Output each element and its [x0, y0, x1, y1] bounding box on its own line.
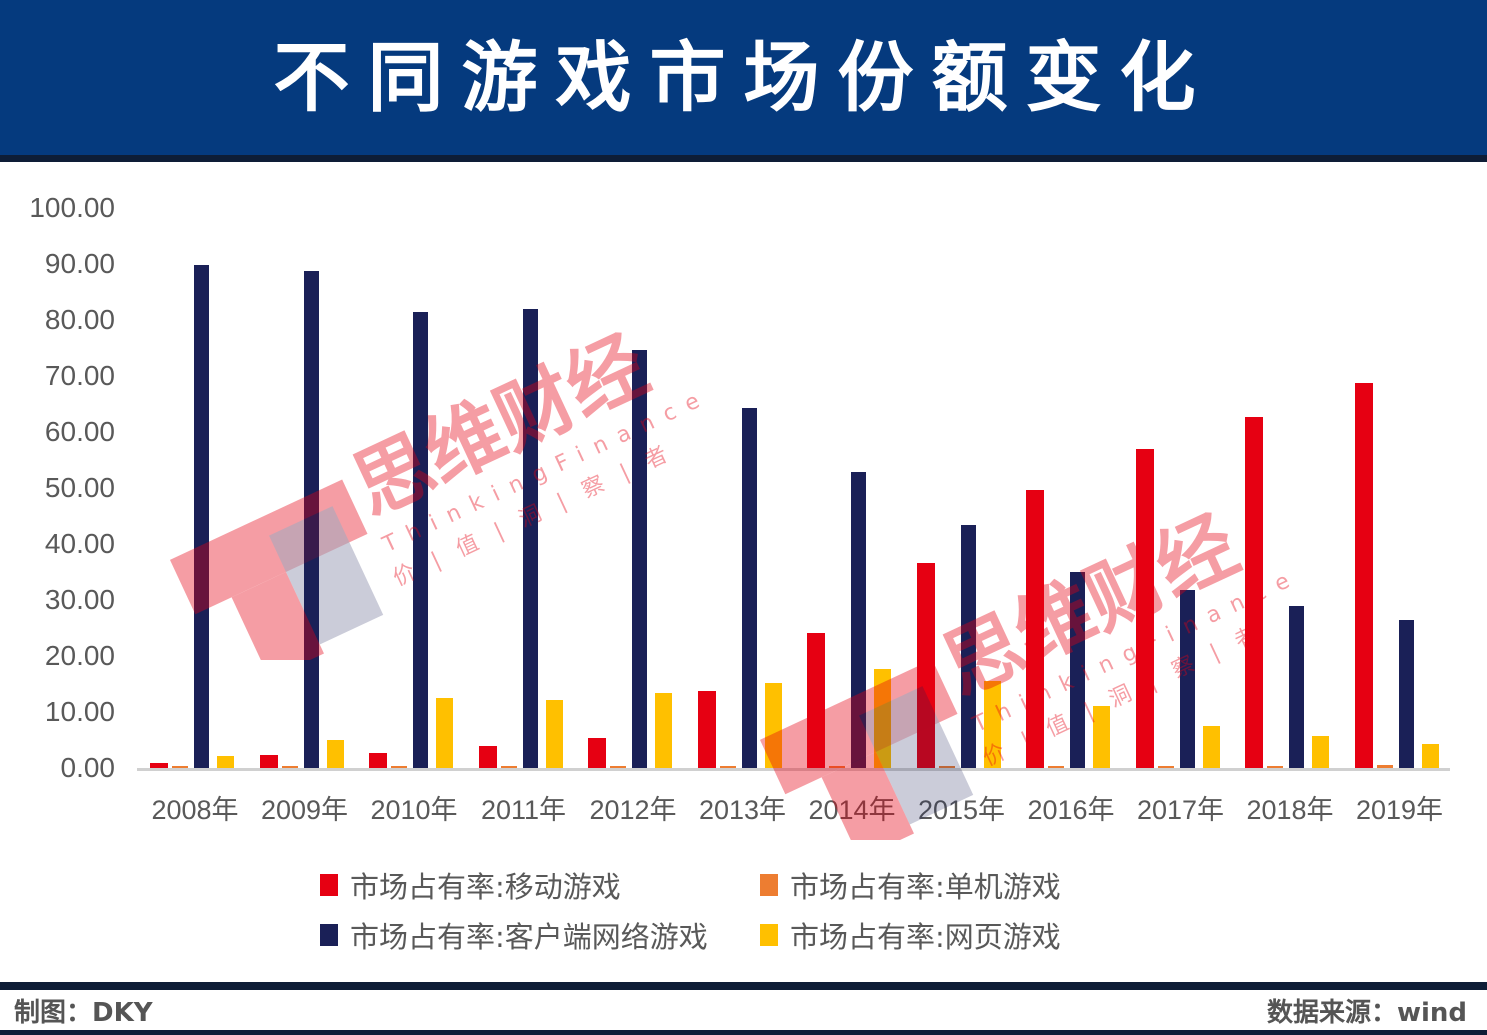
legend-swatch-icon — [320, 874, 338, 896]
footer-bottom-bar — [0, 1030, 1487, 1035]
legend-swatch-icon — [320, 924, 338, 946]
bar — [1070, 572, 1085, 768]
bar — [610, 766, 626, 768]
bar — [632, 350, 647, 768]
legend-label: 市场占有率:网页游戏 — [790, 920, 1061, 954]
bar — [478, 746, 497, 768]
bar — [983, 681, 1001, 768]
bar — [655, 692, 672, 768]
legend-label: 市场占有率:移动游戏 — [350, 870, 621, 904]
bar — [1026, 490, 1044, 768]
bar — [1202, 726, 1220, 768]
bar — [326, 740, 344, 768]
bar — [1157, 766, 1174, 768]
bar — [741, 407, 757, 768]
x-tick-label: 2011年 — [480, 795, 567, 825]
footer-divider — [0, 982, 1487, 990]
bar — [1289, 606, 1304, 768]
plot-area — [0, 162, 1487, 982]
bar — [1048, 766, 1064, 768]
bar — [1398, 620, 1414, 768]
bar — [413, 312, 428, 768]
x-tick-label: 2015年 — [917, 795, 1006, 825]
bar — [938, 766, 955, 768]
y-tick-label: 80.00 — [44, 304, 115, 335]
y-tick-label: 70.00 — [44, 360, 115, 391]
x-tick-label: 2018年 — [1246, 795, 1334, 825]
bar — [1179, 589, 1195, 768]
bar — [1093, 705, 1110, 768]
y-tick-label: 50.00 — [44, 472, 115, 503]
bar — [851, 471, 866, 768]
bar — [500, 766, 517, 768]
bar — [1421, 743, 1439, 768]
x-axis-line — [137, 768, 1450, 771]
bar — [829, 766, 845, 768]
legend-item-mobile: 市场占有率:移动游戏 — [320, 864, 621, 906]
bar — [436, 698, 453, 768]
legend-swatch-icon — [760, 874, 778, 896]
bar — [369, 752, 387, 768]
bar — [391, 766, 407, 768]
legend-item-single: 市场占有率:单机游戏 — [760, 864, 1061, 906]
x-tick-label: 2008年 — [151, 795, 239, 825]
x-tick-label: 2013年 — [698, 795, 787, 825]
bar — [764, 682, 782, 768]
bar — [545, 700, 563, 768]
legend-item-client: 市场占有率:客户端网络游戏 — [320, 914, 708, 956]
bar-chart: 0.00 10.00 20.00 30.00 40.00 50.00 60.00 70.00 8… — [0, 162, 1487, 982]
bar — [194, 265, 209, 768]
x-tick-label: 2009年 — [260, 795, 349, 825]
data-source: 数据来源：wind — [1266, 998, 1467, 1028]
bar — [1135, 448, 1154, 768]
author-credit: 制图：DKY — [14, 998, 153, 1028]
legend-swatch-icon — [760, 924, 778, 946]
bar — [1312, 736, 1329, 768]
bar — [588, 737, 606, 768]
bar — [1267, 766, 1283, 768]
x-tick-label: 2016年 — [1027, 795, 1115, 825]
header-divider — [0, 155, 1487, 162]
x-tick-label: 2014年 — [808, 795, 896, 825]
y-tick-label: 40.00 — [44, 528, 115, 559]
bar — [303, 270, 319, 768]
x-tick-label: 2012年 — [589, 795, 677, 825]
y-tick-label: 20.00 — [44, 640, 115, 671]
bar — [281, 766, 298, 768]
chart-title: 不同游戏市场份额变化 — [273, 33, 1214, 122]
bar — [217, 756, 234, 768]
legend-label: 市场占有率:单机游戏 — [790, 870, 1061, 904]
x-tick-label: 2019年 — [1355, 795, 1444, 825]
bar — [1245, 416, 1263, 768]
y-tick-label: 0.00 — [60, 752, 116, 783]
bar — [172, 766, 188, 768]
bar — [259, 755, 278, 768]
bar — [960, 524, 976, 768]
legend-label: 市场占有率:客户端网络游戏 — [350, 920, 708, 954]
y-tick-label: 90.00 — [44, 248, 115, 279]
y-tick-label: 10.00 — [44, 696, 115, 727]
bar — [1354, 382, 1373, 768]
bar — [807, 633, 825, 768]
bar — [874, 668, 891, 768]
bar — [150, 762, 168, 768]
bar — [697, 690, 716, 768]
y-tick-label: 30.00 — [44, 584, 115, 615]
y-tick-label: 100.00 — [29, 192, 115, 223]
x-tick-label: 2010年 — [370, 795, 458, 825]
bar — [522, 308, 538, 768]
y-tick-label: 60.00 — [44, 416, 115, 447]
x-tick-label: 2017年 — [1136, 795, 1225, 825]
legend-item-web: 市场占有率:网页游戏 — [760, 914, 1061, 956]
title-banner: 不同游戏市场份额变化 — [0, 0, 1487, 155]
bar — [719, 766, 736, 768]
bar — [1376, 764, 1393, 768]
bar — [916, 563, 935, 768]
